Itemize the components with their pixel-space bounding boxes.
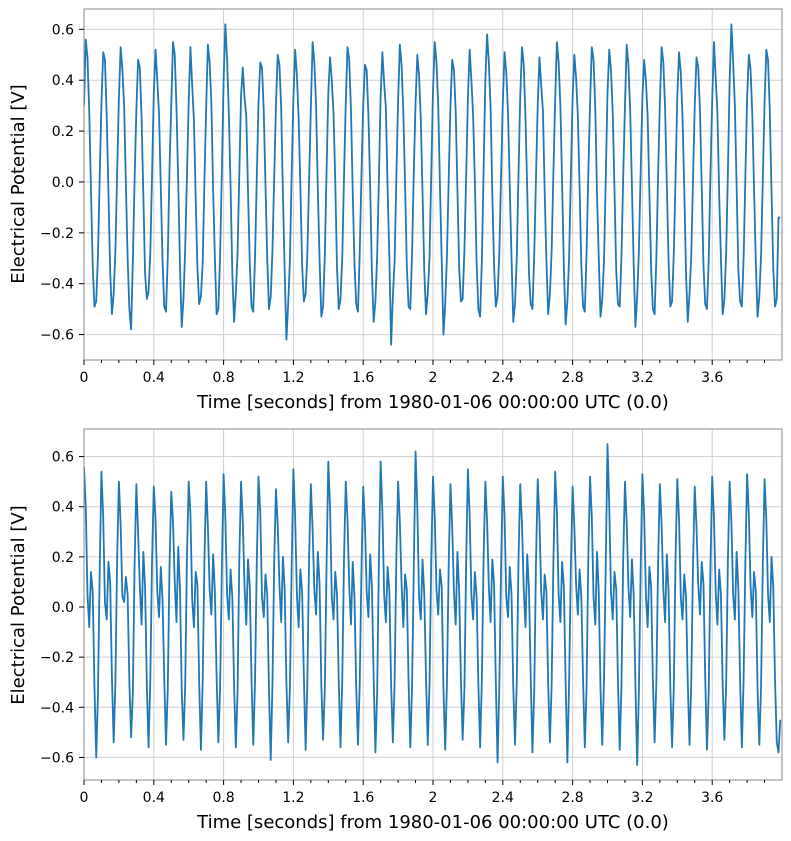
y-tick-label: 0.2 — [52, 550, 74, 566]
x-tick-label: 2 — [429, 370, 438, 386]
y-tick-label: 0.4 — [52, 500, 74, 516]
x-tick-label: 3.6 — [701, 790, 723, 806]
bottom-plot: 0 0.4 0.8 1.2 1.6 2 2.4 2.8 3.2 3.6 0.6 0.4 0.2 0.0 −0… — [8, 428, 783, 833]
x-tick-label: 2.8 — [561, 790, 583, 806]
top-x-axis-label: Time [seconds] from 1980-01-06 00:00:00 … — [196, 392, 669, 413]
y-tick-label: −0.6 — [40, 328, 74, 344]
series-line — [84, 23, 781, 346]
x-tick-label: 1.2 — [282, 790, 304, 806]
y-tick-label: −0.4 — [40, 277, 74, 293]
x-tick-label: 1.2 — [282, 370, 304, 386]
y-tick-label: −0.6 — [40, 750, 74, 766]
bottom-y-axis-label: Electrical Potential [V] — [8, 505, 29, 704]
series-line — [84, 443, 782, 766]
x-tick-label: 2 — [429, 790, 438, 806]
x-tick-label: 0.4 — [143, 790, 165, 806]
x-tick-label: 2.4 — [492, 790, 514, 806]
x-tick-label: 0.4 — [143, 370, 165, 386]
x-tick-label: 1.6 — [352, 790, 374, 806]
x-tick-label: 1.6 — [352, 370, 374, 386]
x-tick-label: 2.8 — [561, 370, 583, 386]
x-tick-label: 0 — [80, 370, 89, 386]
x-tick-label: 2.4 — [492, 370, 514, 386]
x-tick-label: 3.2 — [631, 790, 653, 806]
x-tick-label: 3.6 — [701, 370, 723, 386]
bottom-x-axis-label: Time [seconds] from 1980-01-06 00:00:00 … — [196, 812, 669, 833]
y-tick-label: 0.6 — [52, 22, 74, 38]
top-plot: 0 0.4 0.8 1.2 1.6 2 2.4 2.8 3.2 3.6 0.6 0.4 0.2 0.0 −0… — [8, 8, 783, 413]
y-tick-label: 0.6 — [52, 450, 74, 466]
x-tick-label: 0 — [80, 790, 89, 806]
y-tick-label: 0.4 — [52, 73, 74, 89]
x-tick-label: 0.8 — [212, 790, 234, 806]
x-tick-label: 3.2 — [631, 370, 653, 386]
y-tick-label: 0.0 — [52, 175, 74, 191]
x-tick-label: 0.8 — [212, 370, 234, 386]
y-tick-label: −0.2 — [40, 226, 74, 242]
y-tick-label: 0.2 — [52, 124, 74, 140]
y-tick-label: −0.4 — [40, 700, 74, 716]
y-tick-label: −0.2 — [40, 650, 74, 666]
y-tick-label: 0.0 — [52, 600, 74, 616]
top-y-axis-label: Electrical Potential [V] — [8, 84, 29, 283]
